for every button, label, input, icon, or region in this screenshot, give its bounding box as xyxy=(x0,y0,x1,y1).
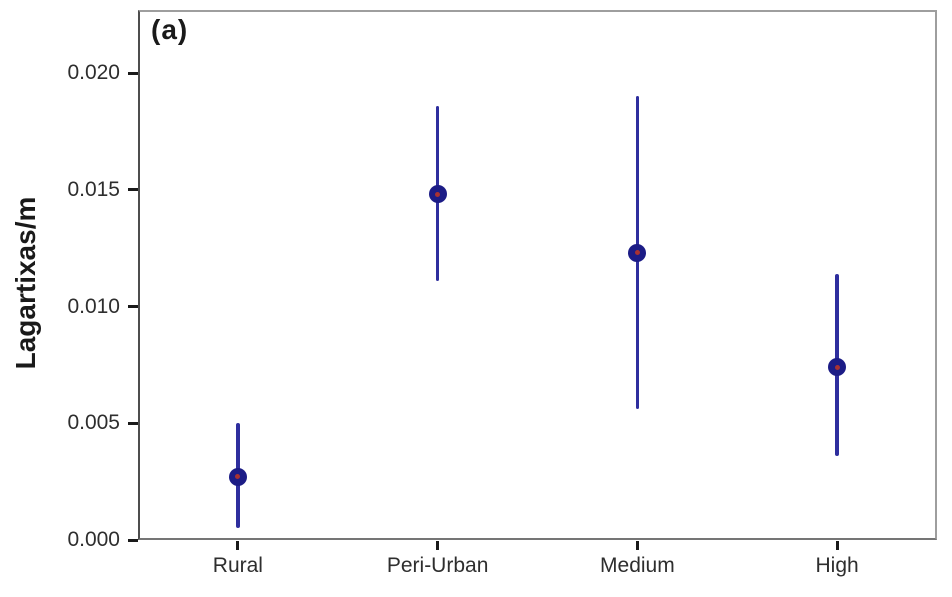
y-axis-tick-label: 0.010 xyxy=(67,294,120,318)
data-point-center-dot xyxy=(435,191,441,197)
x-axis-tick xyxy=(835,541,839,550)
x-axis-tick xyxy=(436,541,440,550)
y-axis-tick-label: 0.005 xyxy=(67,411,120,435)
x-axis-category-label: High xyxy=(815,554,859,577)
y-axis-tick xyxy=(128,305,138,309)
x-axis-category-label: Peri-Urban xyxy=(386,554,489,577)
y-axis-tick-label: 0.000 xyxy=(67,528,120,551)
y-axis-tick xyxy=(128,538,138,542)
y-axis-title: Lagartixas/m xyxy=(10,196,41,370)
data-point-marker xyxy=(628,243,647,262)
y-axis-tick xyxy=(128,71,138,75)
plot-panel xyxy=(138,10,937,540)
data-point-center-dot xyxy=(834,364,840,370)
data-point-marker xyxy=(828,358,847,377)
y-axis-tick-label: 0.020 xyxy=(67,61,120,85)
data-point-center-dot xyxy=(235,474,241,480)
panel-annotation: (a) xyxy=(151,14,189,45)
x-axis-category-label: Rural xyxy=(212,554,263,577)
data-point-center-dot xyxy=(634,250,640,256)
y-axis-tick xyxy=(128,421,138,425)
y-axis-tick-label: 0.015 xyxy=(67,177,120,201)
data-point-marker xyxy=(228,467,247,486)
x-axis-tick xyxy=(236,541,240,550)
x-axis-tick xyxy=(635,541,639,550)
data-point-marker xyxy=(428,185,447,204)
x-axis-category-label: Medium xyxy=(600,554,675,577)
y-axis-tick xyxy=(128,188,138,192)
